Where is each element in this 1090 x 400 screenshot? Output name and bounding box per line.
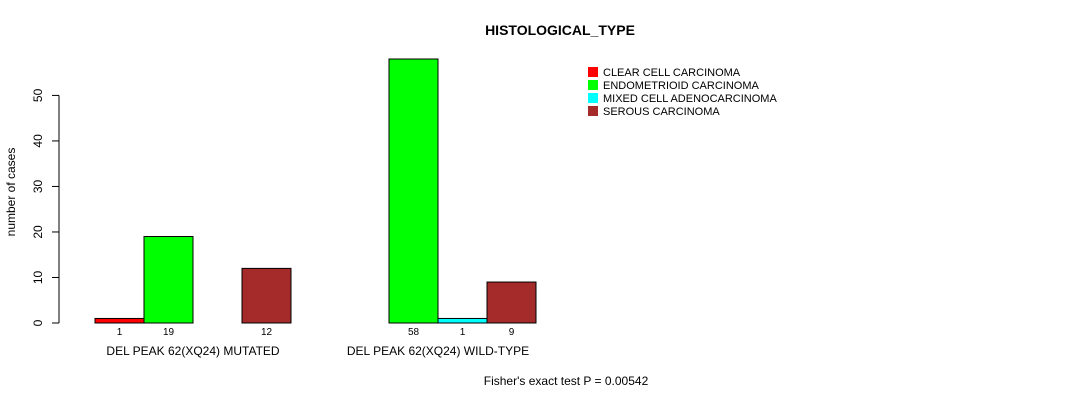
bar-value-label: 9 [509,327,515,338]
bar-value-label: 1 [117,327,123,338]
legend-swatch [588,80,598,90]
legend-entry: MIXED CELL ADENOCARCINOMA [603,93,777,105]
bar [143,236,194,324]
bar-value-label: 12 [261,327,273,338]
y-tick-label: 40 [31,134,45,148]
y-tick-label: 30 [31,179,45,193]
chart-title: HISTOLOGICAL_TYPE [485,22,635,38]
fisher-test-footnote: Fisher's exact test P = 0.00542 [484,374,649,388]
y-tick-label: 10 [31,270,45,284]
bar-value-label: 19 [163,327,175,338]
bars [94,58,537,324]
group-labels: DEL PEAK 62(XQ24) MUTATED DEL PEAK 62(XQ2… [106,344,529,358]
bar-value-labels: 1 19 12 58 1 9 [117,327,515,338]
bar [437,317,488,324]
y-axis-label: number of cases [4,148,18,237]
bar [388,58,439,324]
bar [486,281,537,324]
bar-value-label: 58 [408,327,420,338]
legend-entry: ENDOMETRIOID CARCINOMA [603,80,760,92]
y-tick-label: 50 [31,88,45,102]
bar-value-label: 1 [460,327,466,338]
legend-entry: CLEAR CELL CARCINOMA [603,67,741,79]
y-tick-label: 0 [31,319,45,326]
y-tick-label: 20 [31,225,45,239]
legend-entry: SEROUS CARCINOMA [603,106,720,118]
group-label: DEL PEAK 62(XQ24) MUTATED [106,344,279,358]
bar [241,267,292,324]
legend-swatch [588,106,598,116]
group-label: DEL PEAK 62(XQ24) WILD-TYPE [347,344,529,358]
legend-swatch [588,67,598,77]
bar [94,317,145,324]
legend-swatch [588,93,598,103]
y-axis-ticks: 0 10 20 30 40 50 [31,88,59,326]
